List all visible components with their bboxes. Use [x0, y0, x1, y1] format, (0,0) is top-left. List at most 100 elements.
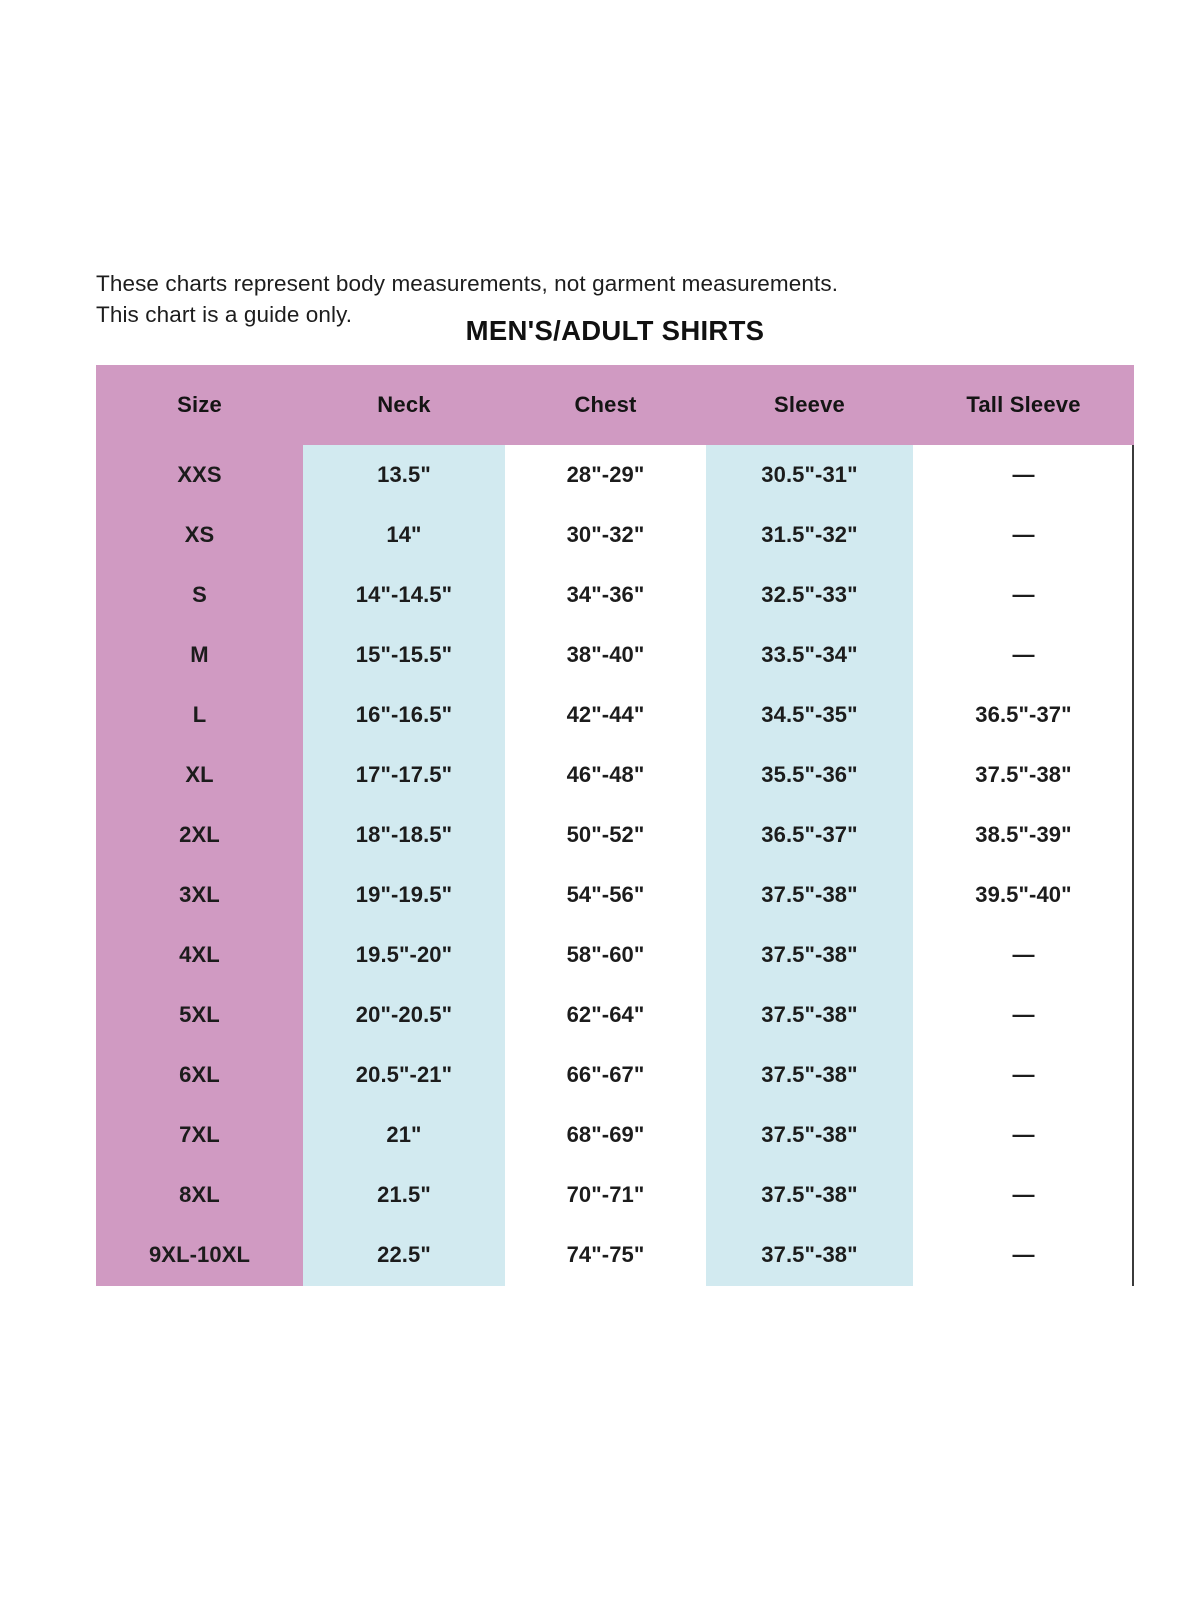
cell-tall-sleeve: 39.5"-40" [975, 882, 1072, 907]
cell-size: XS [184, 522, 215, 547]
cell-size: 5XL [179, 1002, 220, 1027]
cell-sleeve: 36.5"-37" [761, 822, 858, 847]
cell-neck: 18"-18.5" [355, 822, 453, 847]
cell-chest: 74"-75" [566, 1242, 645, 1267]
cell-size: 8XL [179, 1182, 220, 1207]
cell-chest: 30"-32" [566, 522, 645, 547]
table-row: 7XL 21" 68"-69" 37.5"-38" — [96, 1105, 1134, 1165]
cell-chest: 38"-40" [566, 642, 645, 667]
cell-chest: 62"-64" [566, 1002, 645, 1027]
cell-tall-sleeve: — [1012, 522, 1035, 547]
cell-size: L [192, 702, 207, 727]
cell-tall-sleeve: — [1012, 462, 1035, 487]
cell-neck: 21" [386, 1122, 422, 1147]
cell-neck: 14" [386, 522, 422, 547]
cell-size: 4XL [179, 942, 220, 967]
cell-sleeve: 32.5"-33" [761, 582, 858, 607]
cell-size: 9XL-10XL [148, 1242, 251, 1267]
cell-sleeve: 31.5"-32" [761, 522, 858, 547]
cell-tall-sleeve: — [1012, 1182, 1035, 1207]
cell-size: 7XL [179, 1122, 220, 1147]
table-header-row: Size Neck Chest Sleeve Tall Sleeve [96, 365, 1134, 445]
cell-chest: 54"-56" [566, 882, 645, 907]
cell-chest: 50"-52" [566, 822, 645, 847]
cell-sleeve: 34.5"-35" [761, 702, 858, 727]
size-table-container: Size Neck Chest Sleeve Tall Sleeve XXS 1… [96, 365, 1134, 1286]
cell-sleeve: 33.5"-34" [761, 642, 858, 667]
cell-size: M [190, 642, 209, 667]
cell-size: 6XL [179, 1062, 220, 1087]
cell-sleeve: 37.5"-38" [761, 1182, 858, 1207]
cell-neck: 20.5"-21" [355, 1062, 453, 1087]
page-title: MEN'S/ADULT SHIRTS [465, 315, 765, 346]
table-row: 2XL 18"-18.5" 50"-52" 36.5"-37" 38.5"-39… [96, 805, 1134, 865]
cell-neck: 13.5" [377, 462, 431, 487]
table-row: 4XL 19.5"-20" 58"-60" 37.5"-38" — [96, 925, 1134, 985]
column-header-chest: Chest [574, 392, 637, 417]
cell-sleeve: 37.5"-38" [761, 882, 858, 907]
cell-neck: 22.5" [377, 1242, 431, 1267]
cell-size: 2XL [179, 822, 220, 847]
cell-neck: 21.5" [377, 1182, 431, 1207]
cell-tall-sleeve: — [1012, 642, 1035, 667]
table-row: S 14"-14.5" 34"-36" 32.5"-33" — [96, 565, 1134, 625]
cell-sleeve: 37.5"-38" [761, 942, 858, 967]
cell-neck: 14"-14.5" [355, 582, 453, 607]
cell-neck: 19"-19.5" [355, 882, 453, 907]
cell-size: XL [185, 762, 214, 787]
table-row: XS 14" 30"-32" 31.5"-32" — [96, 505, 1134, 565]
cell-tall-sleeve: — [1012, 582, 1035, 607]
cell-neck: 19.5"-20" [355, 942, 453, 967]
cell-sleeve: 37.5"-38" [761, 1062, 858, 1087]
cell-size: 3XL [179, 882, 220, 907]
table-right-rule [1132, 445, 1134, 1286]
size-table-body: XXS 13.5" 28"-29" 30.5"-31" — XS 14" 30"… [96, 445, 1134, 1285]
cell-tall-sleeve: — [1012, 1062, 1035, 1087]
cell-tall-sleeve: — [1012, 1002, 1035, 1027]
cell-neck: 15"-15.5" [355, 642, 453, 667]
cell-neck: 16"-16.5" [355, 702, 453, 727]
cell-tall-sleeve: — [1012, 1122, 1035, 1147]
cell-tall-sleeve: — [1012, 1242, 1035, 1267]
intro-note: These charts represent body measurements… [96, 271, 839, 327]
size-column-band [96, 365, 303, 1286]
table-row: 3XL 19"-19.5" 54"-56" 37.5"-38" 39.5"-40… [96, 865, 1134, 925]
cell-neck: 20"-20.5" [355, 1002, 453, 1027]
cell-chest: 68"-69" [566, 1122, 645, 1147]
sleeve-column-band [706, 445, 913, 1286]
size-table: Size Neck Chest Sleeve Tall Sleeve XXS 1… [96, 365, 1134, 1285]
cell-chest: 66"-67" [566, 1062, 645, 1087]
table-row: L 16"-16.5" 42"-44" 34.5"-35" 36.5"-37" [96, 685, 1134, 745]
column-header-neck: Neck [377, 392, 431, 417]
cell-tall-sleeve: 36.5"-37" [975, 702, 1072, 727]
cell-sleeve: 37.5"-38" [761, 1002, 858, 1027]
cell-chest: 70"-71" [566, 1182, 645, 1207]
cell-tall-sleeve: 37.5"-38" [975, 762, 1072, 787]
column-header-sleeve: Sleeve [774, 392, 845, 417]
table-row: 9XL-10XL 22.5" 74"-75" 37.5"-38" — [96, 1225, 1134, 1285]
cell-chest: 28"-29" [566, 462, 645, 487]
cell-chest: 58"-60" [566, 942, 645, 967]
cell-chest: 46"-48" [566, 762, 645, 787]
cell-sleeve: 30.5"-31" [761, 462, 858, 487]
column-header-tall-sleeve: Tall Sleeve [966, 392, 1081, 417]
table-row: 8XL 21.5" 70"-71" 37.5"-38" — [96, 1165, 1134, 1225]
cell-size: XXS [177, 462, 222, 487]
cell-chest: 34"-36" [566, 582, 645, 607]
cell-sleeve: 37.5"-38" [761, 1242, 858, 1267]
cell-tall-sleeve: 38.5"-39" [975, 822, 1072, 847]
cell-sleeve: 35.5"-36" [761, 762, 858, 787]
table-row: XXS 13.5" 28"-29" 30.5"-31" — [96, 445, 1134, 505]
table-row: 6XL 20.5"-21" 66"-67" 37.5"-38" — [96, 1045, 1134, 1105]
cell-sleeve: 37.5"-38" [761, 1122, 858, 1147]
cell-neck: 17"-17.5" [355, 762, 453, 787]
column-header-size: Size [177, 392, 222, 417]
table-row: M 15"-15.5" 38"-40" 33.5"-34" — [96, 625, 1134, 685]
table-row: 5XL 20"-20.5" 62"-64" 37.5"-38" — [96, 985, 1134, 1045]
cell-tall-sleeve: — [1012, 942, 1035, 967]
table-row: XL 17"-17.5" 46"-48" 35.5"-36" 37.5"-38" [96, 745, 1134, 805]
cell-chest: 42"-44" [566, 702, 645, 727]
neck-column-band [303, 445, 505, 1286]
cell-size: S [192, 582, 207, 607]
